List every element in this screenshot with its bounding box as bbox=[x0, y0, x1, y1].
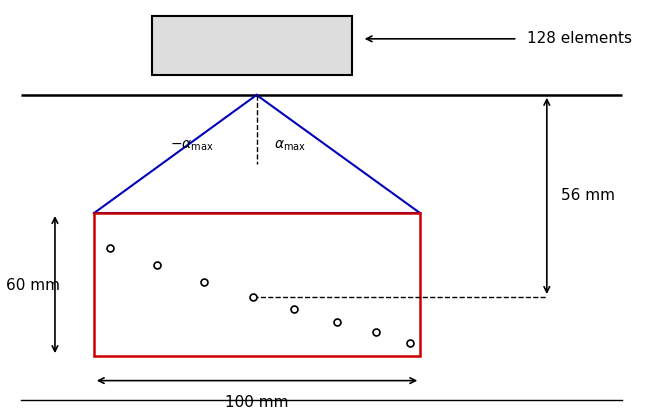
Text: 56 mm: 56 mm bbox=[562, 188, 616, 203]
Text: $-\alpha_{\mathrm{max}}$: $-\alpha_{\mathrm{max}}$ bbox=[170, 139, 214, 154]
Text: 128 elements: 128 elements bbox=[528, 31, 632, 46]
Text: 100 mm: 100 mm bbox=[225, 395, 288, 410]
Text: $\alpha_{\mathrm{max}}$: $\alpha_{\mathrm{max}}$ bbox=[274, 139, 306, 154]
Bar bbox=[94, 213, 420, 356]
Text: 60 mm: 60 mm bbox=[7, 278, 60, 293]
Bar bbox=[152, 16, 352, 75]
